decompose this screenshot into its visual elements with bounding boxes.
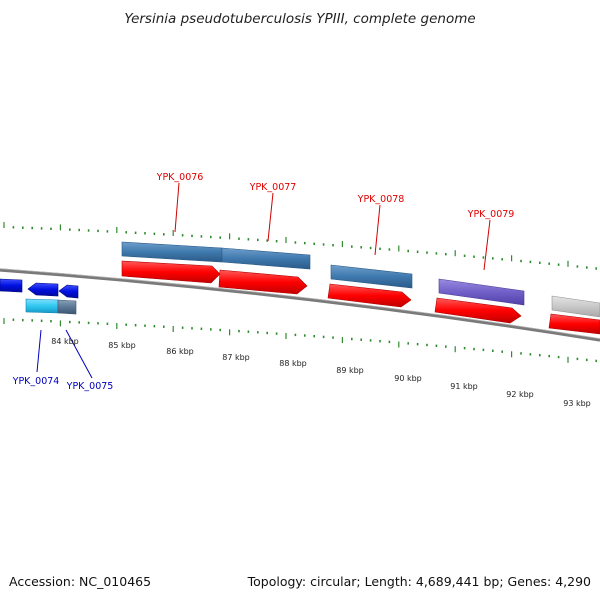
- genome-backbone: [0, 268, 600, 342]
- leader-ypk-0078: [374, 204, 381, 256]
- tick-label-88-kbp: 88 kbp: [279, 359, 307, 368]
- tick-label-90-kbp: 90 kbp: [394, 374, 422, 383]
- gene-feature-ypk-0077[interactable]: [221, 247, 311, 270]
- gene-feature-ypk-0075[interactable]: [57, 299, 77, 315]
- inner-tick-ring: [3, 318, 598, 363]
- gene-label-ypk-0079[interactable]: YPK_0079: [467, 209, 515, 220]
- leader-ypk-0074: [36, 329, 42, 373]
- cds-arrow-reverse-2[interactable]: [58, 284, 79, 299]
- tick-label-87-kbp: 87 kbp: [222, 353, 250, 362]
- gene-label-ypk-0077[interactable]: YPK_0077: [249, 182, 297, 193]
- cds-arrow-reverse-1[interactable]: [27, 282, 59, 297]
- leader-ypk-0077: [267, 192, 274, 242]
- accession-text: Accession: NC_010465: [9, 574, 151, 589]
- cds-arrow-ypk-0077[interactable]: [218, 269, 308, 295]
- gene-label-ypk-0074[interactable]: YPK_0074: [12, 376, 60, 387]
- leader-ypk-0075: [65, 329, 93, 379]
- map-title: Yersinia pseudotuberculosis YPIII, compl…: [124, 11, 475, 27]
- tick-label-92-kbp: 92 kbp: [506, 390, 534, 399]
- gene-feature-row: [121, 241, 600, 318]
- tick-label-89-kbp: 89 kbp: [336, 366, 364, 375]
- gene-label-ypk-0075[interactable]: YPK_0075: [66, 381, 114, 392]
- tick-label-91-kbp: 91 kbp: [450, 382, 478, 391]
- label-leader-lines: [36, 182, 491, 379]
- cds-arrow-ypk-0076[interactable]: [121, 260, 221, 284]
- gene-feature-ypk-0076[interactable]: [121, 241, 223, 263]
- cds-arrow-ypk-0078[interactable]: [327, 283, 412, 308]
- left-feature-group: [0, 278, 79, 315]
- kbp-tick-labels: 84 kbp 85 kbp 86 kbp 87 kbp 88 kbp 89 kb…: [51, 337, 591, 408]
- gene-feature-ypk-0074[interactable]: [25, 298, 59, 314]
- leader-ypk-0079: [483, 219, 491, 271]
- gene-label-ypk-0078[interactable]: YPK_0078: [357, 194, 405, 205]
- tick-label-93-kbp: 93 kbp: [563, 399, 591, 408]
- tick-label-86-kbp: 86 kbp: [166, 347, 194, 356]
- tick-label-85-kbp: 85 kbp: [108, 341, 136, 350]
- cds-arrow-ypk-0079[interactable]: [434, 297, 522, 324]
- gene-label-ypk-0076[interactable]: YPK_0076: [156, 172, 204, 183]
- cds-arrow-next[interactable]: [548, 313, 600, 335]
- leader-ypk-0076: [174, 182, 180, 233]
- gene-feature-ypk-0079[interactable]: [438, 278, 525, 306]
- gene-feature-ypk-0078[interactable]: [330, 264, 413, 289]
- tick-label-84-kbp: 84 kbp: [51, 337, 79, 346]
- genome-summary-text: Topology: circular; Length: 4,689,441 bp…: [247, 574, 591, 589]
- gene-feature-next[interactable]: [551, 295, 600, 318]
- genome-backbone-highlight: [0, 268, 600, 339]
- cds-feature-row: [121, 260, 600, 335]
- outer-tick-ring: [3, 222, 598, 270]
- cds-arrow-left-edge[interactable]: [0, 278, 23, 293]
